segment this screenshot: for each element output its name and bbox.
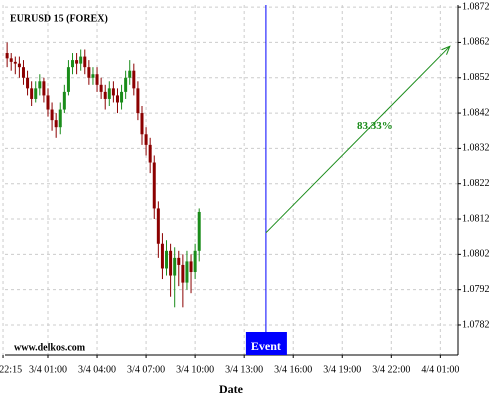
candle-body: [58, 109, 62, 128]
candle-body: [128, 70, 132, 78]
y-tick-label: 1.0862: [462, 37, 490, 48]
candle-body: [181, 264, 185, 283]
candle-body: [17, 63, 21, 68]
y-tick-label: 1.0782: [462, 319, 490, 330]
candle-body: [120, 91, 124, 103]
candle-body: [189, 261, 193, 273]
candle-body: [111, 88, 115, 96]
projection-label: 83.33%: [357, 120, 393, 132]
candle-body: [156, 208, 160, 244]
x-tick-label: 3/4 13:00: [225, 364, 263, 375]
event-box: [245, 332, 287, 355]
candle-body: [173, 257, 177, 276]
candle-body: [5, 53, 9, 59]
candle-body: [62, 91, 66, 110]
candle-body: [38, 81, 42, 89]
candle-body: [75, 60, 79, 64]
event-label: Event: [251, 339, 281, 353]
projection-line: [265, 45, 451, 234]
candle-body: [26, 77, 30, 89]
candle-body: [66, 67, 70, 92]
candle-body: [160, 243, 164, 269]
y-tick-label: 1.0792: [462, 284, 490, 295]
candle-body: [136, 88, 140, 114]
candle-body: [30, 88, 34, 99]
candle-body: [99, 84, 103, 92]
x-tick-label: 3/4 16:00: [274, 364, 312, 375]
candle-body: [193, 250, 197, 273]
candle-body: [144, 134, 148, 145]
y-tick-label: 1.0812: [462, 213, 490, 224]
x-tick-label: 3/4 19:00: [323, 364, 361, 375]
candle-body: [71, 60, 75, 68]
candle-body: [46, 95, 50, 110]
projection-arrowhead: [441, 45, 451, 55]
candle-body: [165, 250, 169, 269]
y-tick-label: 1.0852: [462, 72, 490, 83]
x-tick-label: 3/4 10:00: [176, 364, 214, 375]
candle-body: [185, 261, 189, 283]
candle-body: [79, 56, 83, 64]
x-tick-label: 3/4 01:00: [29, 364, 67, 375]
watermark: www.delkos.com: [14, 342, 86, 353]
candle-body: [42, 81, 46, 96]
candle-body: [107, 88, 111, 99]
candle-body: [34, 88, 38, 99]
candle-body: [91, 74, 95, 78]
candle-body: [95, 74, 99, 85]
candle-body: [140, 113, 144, 135]
candle-body: [197, 211, 201, 251]
candle-body: [21, 67, 25, 78]
candle-body: [177, 257, 181, 265]
x-tick-label: 3/4 07:00: [127, 364, 165, 375]
candle-body: [152, 162, 156, 209]
chart-title: EURUSD 15 (FOREX): [10, 13, 108, 24]
candle-body: [132, 70, 136, 89]
x-tick-label: 3/4 22:15: [0, 364, 22, 375]
candle-body: [9, 58, 13, 62]
y-tick-label: 1.0842: [462, 107, 490, 118]
candle-body: [103, 91, 107, 99]
x-tick-label: 3/4 22:00: [372, 364, 410, 375]
candle-body: [148, 144, 152, 163]
x-tick-label: 4/4 01:00: [421, 364, 459, 375]
candle-body: [83, 56, 87, 68]
x-tick-label: 3/4 04:00: [78, 364, 116, 375]
y-tick-label: 1.0872: [462, 1, 490, 12]
y-tick-label: 1.0802: [462, 249, 490, 260]
candle-body: [54, 120, 58, 128]
candle-body: [50, 109, 54, 121]
y-tick-label: 1.0822: [462, 178, 490, 189]
candle-body: [115, 95, 119, 103]
candle-body: [124, 77, 128, 92]
x-axis-title: Date: [219, 382, 244, 396]
y-tick-label: 1.0832: [462, 143, 490, 154]
candle-body: [87, 67, 91, 78]
candle-body: [169, 250, 173, 276]
candle-body: [13, 61, 17, 64]
